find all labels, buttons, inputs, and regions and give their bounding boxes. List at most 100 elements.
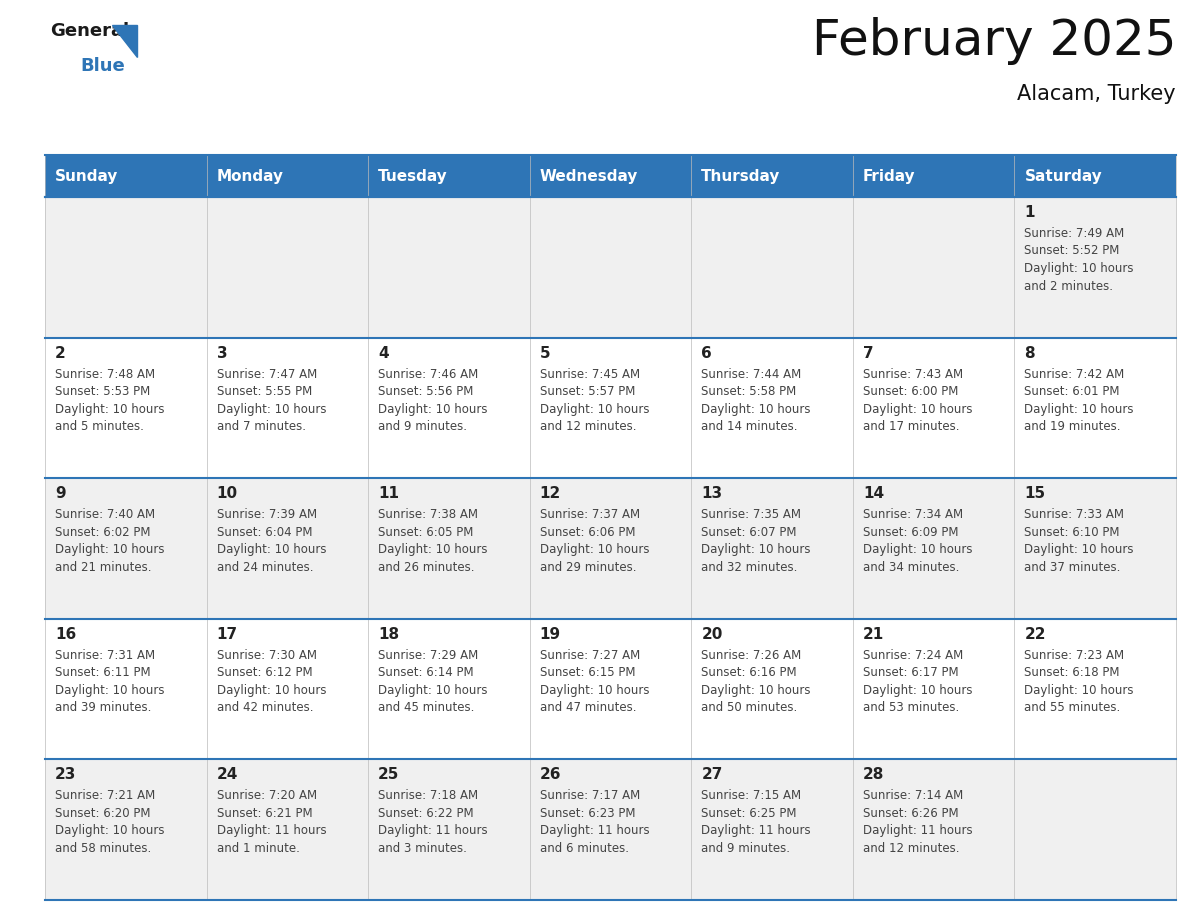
Bar: [207, 619, 368, 759]
Text: Sunrise: 7:48 AM: Sunrise: 7:48 AM: [55, 367, 156, 381]
Text: Daylight: 10 hours: Daylight: 10 hours: [55, 684, 164, 697]
Bar: [368, 478, 530, 619]
Bar: [853, 759, 1015, 900]
Text: and 55 minutes.: and 55 minutes.: [1024, 701, 1120, 714]
Text: Sunrise: 7:31 AM: Sunrise: 7:31 AM: [55, 649, 156, 662]
Text: Alacam, Turkey: Alacam, Turkey: [1017, 84, 1176, 104]
Text: Sunrise: 7:24 AM: Sunrise: 7:24 AM: [862, 649, 963, 662]
Text: and 7 minutes.: and 7 minutes.: [216, 420, 305, 433]
Text: and 3 minutes.: and 3 minutes.: [378, 842, 467, 855]
Text: and 39 minutes.: and 39 minutes.: [55, 701, 151, 714]
Text: Daylight: 10 hours: Daylight: 10 hours: [862, 684, 972, 697]
Text: Sunday: Sunday: [55, 169, 119, 184]
Text: Daylight: 10 hours: Daylight: 10 hours: [55, 543, 164, 556]
Bar: [530, 197, 691, 338]
Text: Sunset: 6:18 PM: Sunset: 6:18 PM: [1024, 666, 1120, 679]
Text: Sunrise: 7:43 AM: Sunrise: 7:43 AM: [862, 367, 963, 381]
Text: Sunset: 6:20 PM: Sunset: 6:20 PM: [55, 807, 151, 820]
Bar: [853, 619, 1015, 759]
Text: Sunrise: 7:49 AM: Sunrise: 7:49 AM: [1024, 227, 1125, 240]
Text: Sunrise: 7:29 AM: Sunrise: 7:29 AM: [378, 649, 479, 662]
Text: 19: 19: [539, 627, 561, 642]
Text: 4: 4: [378, 345, 388, 361]
Text: Sunset: 6:01 PM: Sunset: 6:01 PM: [1024, 385, 1120, 398]
Text: Daylight: 10 hours: Daylight: 10 hours: [378, 403, 487, 416]
Text: and 1 minute.: and 1 minute.: [216, 842, 299, 855]
Text: Sunset: 6:10 PM: Sunset: 6:10 PM: [1024, 526, 1120, 539]
Text: 26: 26: [539, 767, 561, 782]
Text: Sunrise: 7:27 AM: Sunrise: 7:27 AM: [539, 649, 640, 662]
Bar: [368, 619, 530, 759]
Text: and 2 minutes.: and 2 minutes.: [1024, 279, 1113, 293]
Text: Sunset: 6:21 PM: Sunset: 6:21 PM: [216, 807, 312, 820]
Text: Sunrise: 7:15 AM: Sunrise: 7:15 AM: [701, 789, 802, 802]
Text: and 6 minutes.: and 6 minutes.: [539, 842, 628, 855]
Text: Sunset: 6:15 PM: Sunset: 6:15 PM: [539, 666, 636, 679]
Text: Monday: Monday: [216, 169, 284, 184]
Text: Sunrise: 7:30 AM: Sunrise: 7:30 AM: [216, 649, 316, 662]
Text: Sunrise: 7:40 AM: Sunrise: 7:40 AM: [55, 509, 156, 521]
Text: Sunrise: 7:44 AM: Sunrise: 7:44 AM: [701, 367, 802, 381]
Text: Sunrise: 7:37 AM: Sunrise: 7:37 AM: [539, 509, 640, 521]
Bar: [853, 338, 1015, 478]
Text: Wednesday: Wednesday: [539, 169, 638, 184]
Text: Daylight: 10 hours: Daylight: 10 hours: [1024, 684, 1133, 697]
Text: Sunset: 6:09 PM: Sunset: 6:09 PM: [862, 526, 959, 539]
Text: Daylight: 11 hours: Daylight: 11 hours: [862, 824, 973, 837]
Bar: [530, 478, 691, 619]
Text: and 32 minutes.: and 32 minutes.: [701, 561, 797, 574]
Text: 1: 1: [1024, 205, 1035, 220]
Text: Sunset: 5:55 PM: Sunset: 5:55 PM: [216, 385, 311, 398]
Bar: [45, 338, 207, 478]
Text: 24: 24: [216, 767, 238, 782]
Bar: [368, 197, 530, 338]
Text: Daylight: 11 hours: Daylight: 11 hours: [539, 824, 650, 837]
Text: and 53 minutes.: and 53 minutes.: [862, 701, 959, 714]
Text: 22: 22: [1024, 627, 1045, 642]
Text: and 14 minutes.: and 14 minutes.: [701, 420, 798, 433]
Text: Sunset: 6:05 PM: Sunset: 6:05 PM: [378, 526, 474, 539]
Text: Daylight: 10 hours: Daylight: 10 hours: [378, 684, 487, 697]
Text: 10: 10: [216, 487, 238, 501]
Text: 16: 16: [55, 627, 76, 642]
Text: Sunrise: 7:35 AM: Sunrise: 7:35 AM: [701, 509, 801, 521]
Text: Sunset: 6:25 PM: Sunset: 6:25 PM: [701, 807, 797, 820]
Text: Sunset: 6:06 PM: Sunset: 6:06 PM: [539, 526, 636, 539]
Text: Sunrise: 7:34 AM: Sunrise: 7:34 AM: [862, 509, 963, 521]
Bar: [45, 155, 207, 197]
Text: Sunrise: 7:42 AM: Sunrise: 7:42 AM: [1024, 367, 1125, 381]
Text: Sunrise: 7:21 AM: Sunrise: 7:21 AM: [55, 789, 156, 802]
Text: Daylight: 10 hours: Daylight: 10 hours: [216, 403, 326, 416]
Text: 8: 8: [1024, 345, 1035, 361]
Text: and 58 minutes.: and 58 minutes.: [55, 842, 151, 855]
Text: Daylight: 10 hours: Daylight: 10 hours: [216, 543, 326, 556]
Text: Daylight: 10 hours: Daylight: 10 hours: [216, 684, 326, 697]
Text: and 34 minutes.: and 34 minutes.: [862, 561, 959, 574]
Text: 21: 21: [862, 627, 884, 642]
Text: and 12 minutes.: and 12 minutes.: [862, 842, 960, 855]
Bar: [853, 478, 1015, 619]
Text: Daylight: 10 hours: Daylight: 10 hours: [862, 403, 972, 416]
Text: Daylight: 10 hours: Daylight: 10 hours: [378, 543, 487, 556]
Text: and 29 minutes.: and 29 minutes.: [539, 561, 637, 574]
Text: and 12 minutes.: and 12 minutes.: [539, 420, 637, 433]
Text: 25: 25: [378, 767, 399, 782]
Bar: [691, 478, 853, 619]
Bar: [1015, 478, 1176, 619]
Text: Sunrise: 7:14 AM: Sunrise: 7:14 AM: [862, 789, 963, 802]
Text: 20: 20: [701, 627, 722, 642]
Text: Sunrise: 7:39 AM: Sunrise: 7:39 AM: [216, 509, 317, 521]
Text: 15: 15: [1024, 487, 1045, 501]
Bar: [368, 155, 530, 197]
Text: and 42 minutes.: and 42 minutes.: [216, 701, 314, 714]
Text: Sunset: 5:58 PM: Sunset: 5:58 PM: [701, 385, 796, 398]
Text: Sunrise: 7:23 AM: Sunrise: 7:23 AM: [1024, 649, 1125, 662]
Bar: [207, 197, 368, 338]
Text: Saturday: Saturday: [1024, 169, 1102, 184]
Text: Daylight: 11 hours: Daylight: 11 hours: [378, 824, 488, 837]
Text: 6: 6: [701, 345, 712, 361]
Bar: [207, 478, 368, 619]
Text: Daylight: 10 hours: Daylight: 10 hours: [862, 543, 972, 556]
Polygon shape: [112, 25, 137, 57]
Text: and 50 minutes.: and 50 minutes.: [701, 701, 797, 714]
